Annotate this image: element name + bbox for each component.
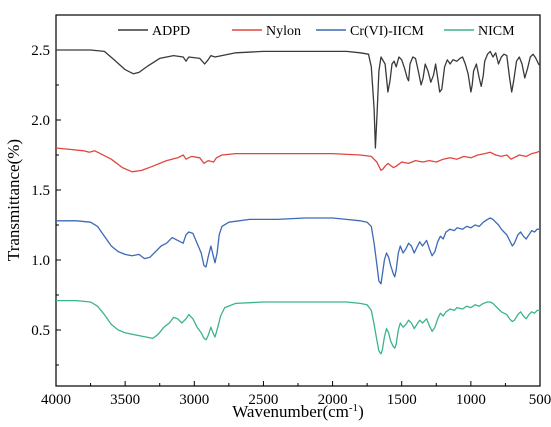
x-tick-label: 3500 [110,392,140,408]
series-line-nicm [56,299,540,355]
y-axis-label: Transmittance(%) [4,139,23,261]
x-tick-label: 2500 [248,392,278,408]
x-tick-label: 3000 [179,392,209,408]
series-line-nylon [55,147,541,173]
legend-label-nicm: NICM [478,24,515,39]
series-layer [55,49,541,355]
legend: ADPD Nylon Cr(VI)-IICM NICM [118,24,515,39]
x-tick-label: 4000 [41,392,71,408]
y-axis-ticks: 0.5 1.0 1.5 2.0 2.5 [31,43,61,366]
legend-label-adpd: ADPD [152,24,190,39]
y-tick-label: 1.5 [31,183,50,199]
x-tick-label: 2000 [318,392,348,408]
x-tick-label: 500 [529,392,551,408]
x-tick-label: 1000 [456,392,486,408]
legend-label-nylon: Nylon [266,24,301,39]
y-tick-label: 2.0 [31,113,50,129]
series-line-adpd [56,49,541,149]
x-tick-label: 1500 [387,392,417,408]
x-axis-label: Wavenumber(cm-1) [232,402,363,421]
y-tick-label: 1.0 [31,253,50,269]
x-axis-label-suffix: ) [358,402,364,421]
y-tick-label: 0.5 [31,323,50,339]
y-tick-label: 2.5 [31,43,50,59]
x-axis-ticks: 4000 3500 3000 2500 2000 1500 1000 500 [41,381,551,408]
series-line-cr-vi-iicm [56,217,540,285]
legend-label-cr-vi-iicm: Cr(VI)-IICM [350,24,424,39]
x-axis-label-superscript: -1 [349,402,358,414]
